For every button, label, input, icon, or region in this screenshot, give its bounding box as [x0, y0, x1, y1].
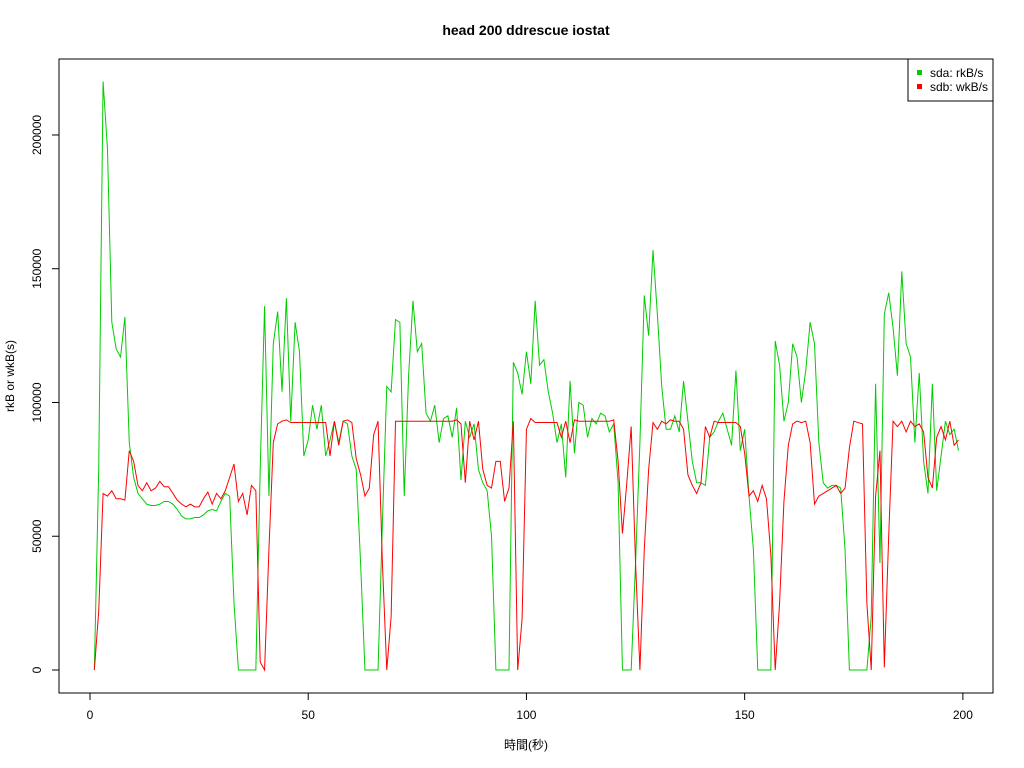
- legend-label: sdb: wkB/s: [930, 80, 988, 94]
- legend-swatch: [917, 84, 922, 89]
- chart-title: head 200 ddrescue iostat: [442, 22, 610, 38]
- legend-label: sda: rkB/s: [930, 66, 983, 80]
- x-axis-label: 時間(秒): [504, 738, 548, 752]
- y-tick-label: 100000: [30, 382, 44, 422]
- x-tick-label: 100: [516, 708, 536, 722]
- y-tick-label: 200000: [30, 115, 44, 155]
- y-tick-label: 0: [30, 666, 44, 673]
- series-line: [93, 81, 960, 671]
- legend-swatch: [917, 70, 922, 75]
- x-tick-label: 150: [735, 708, 755, 722]
- x-tick-label: 0: [87, 708, 94, 722]
- x-tick-label: 200: [953, 708, 973, 722]
- y-tick-label: 150000: [30, 248, 44, 288]
- legend-box: [907, 58, 994, 102]
- y-tick-label: 50000: [30, 519, 44, 553]
- series-line: [93, 417, 959, 672]
- x-tick-label: 50: [302, 708, 316, 722]
- y-axis-label: rkB or wkB(s): [3, 340, 17, 412]
